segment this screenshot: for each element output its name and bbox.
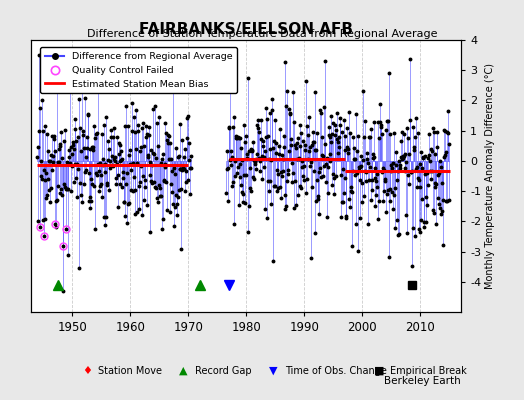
- Text: ▲: ▲: [179, 366, 188, 376]
- Text: Difference of Station Temperature Data from Regional Average: Difference of Station Temperature Data f…: [87, 29, 437, 39]
- Text: ♦: ♦: [82, 366, 92, 376]
- Text: Berkeley Earth: Berkeley Earth: [385, 376, 461, 386]
- Text: ▼: ▼: [268, 366, 277, 376]
- Legend: Difference from Regional Average, Quality Control Failed, Estimated Station Mean: Difference from Regional Average, Qualit…: [40, 48, 237, 93]
- Text: ■: ■: [374, 366, 385, 376]
- Title: FAIRBANKS/EIELSON AFB: FAIRBANKS/EIELSON AFB: [139, 22, 353, 38]
- Text: Record Gap: Record Gap: [195, 366, 252, 376]
- Text: Station Move: Station Move: [98, 366, 162, 376]
- Y-axis label: Monthly Temperature Anomaly Difference (°C): Monthly Temperature Anomaly Difference (…: [485, 63, 495, 289]
- Text: Time of Obs. Change: Time of Obs. Change: [285, 366, 387, 376]
- Text: Empirical Break: Empirical Break: [390, 366, 467, 376]
